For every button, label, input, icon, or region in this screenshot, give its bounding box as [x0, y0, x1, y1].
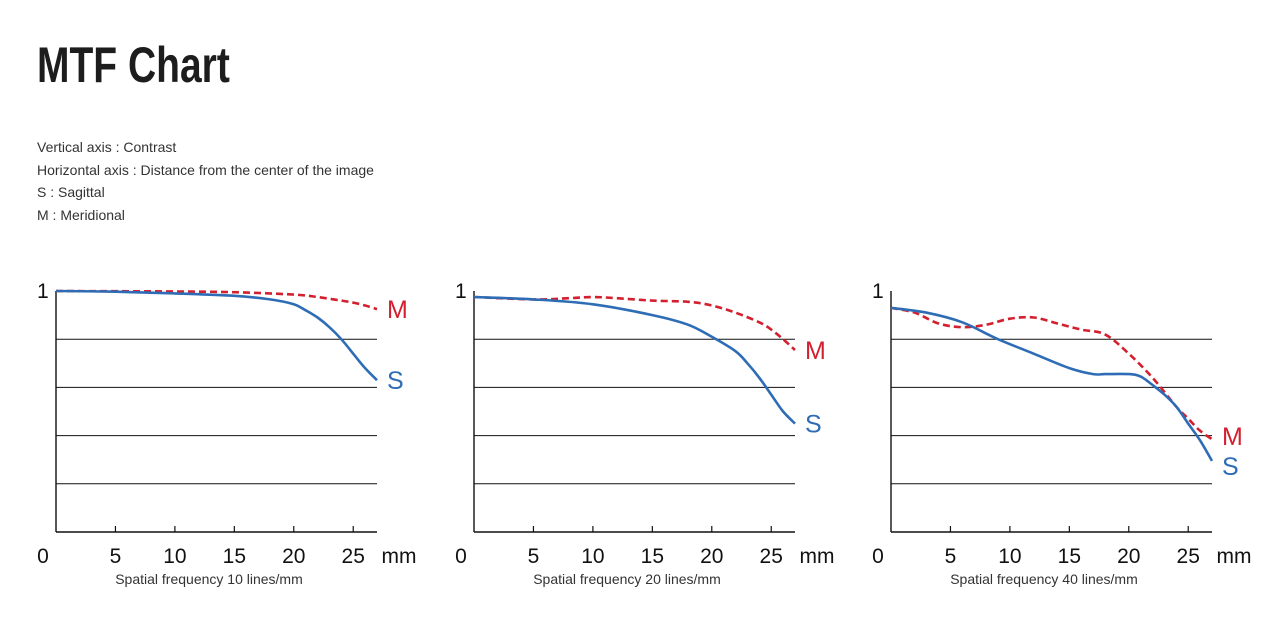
note-vertical-axis: Vertical axis : Contrast: [37, 139, 177, 155]
mtf-chart-10: 1 0 5 10 15 20 25 mm M S Spatial frequency 10 lin…: [34, 270, 444, 600]
series-line-m: [890, 306, 1213, 441]
series-label-m: M: [1222, 423, 1243, 451]
x-tick-label: 25: [1177, 545, 1200, 568]
x-tick-label: 10: [998, 545, 1021, 568]
x-unit-label: mm: [800, 545, 835, 568]
x-tick-label: 5: [528, 545, 540, 568]
x-tick-label: 10: [581, 545, 604, 568]
series-label-s: S: [805, 411, 822, 439]
x-tick-label: 25: [760, 545, 783, 568]
series-line-s: [55, 289, 378, 382]
x-tick-label: 0: [37, 545, 49, 568]
chart-caption: Spatial frequency 40 lines/mm: [950, 571, 1138, 587]
note-horizontal-axis: Horizontal axis : Distance from the cent…: [37, 161, 374, 178]
x-tick-label: 20: [1117, 545, 1140, 568]
x-unit-label: mm: [1217, 545, 1252, 568]
x-tick-label: 20: [282, 545, 305, 568]
x-tick-label: 15: [223, 545, 246, 568]
chart-caption: Spatial frequency 10 lines/mm: [115, 571, 303, 587]
mtf-chart-20: 1 0 5 10 15 20 25 mm M S Spatial frequency 20 lin…: [452, 270, 862, 600]
x-tick-label: 25: [342, 545, 365, 568]
axis-notes: Vertical axis : Contrast Horizontal axis…: [37, 136, 374, 227]
x-tick-label: 0: [455, 545, 467, 568]
y-axis-top-label: 1: [37, 280, 49, 303]
page-title: MTF Chart: [37, 37, 230, 93]
note-sagittal: S : Sagittal: [37, 184, 105, 201]
mtf-chart-40: 1 0 5 10 15 20 25 mm M S Spatial frequency 40 lin…: [869, 270, 1279, 600]
x-unit-label: mm: [382, 545, 417, 568]
chart-caption: Spatial frequency 20 lines/mm: [533, 571, 721, 587]
x-tick-label: 15: [641, 545, 664, 568]
x-tick-label: 15: [1058, 545, 1081, 568]
note-meridional: M : Meridional: [37, 207, 125, 224]
x-tick-label: 10: [163, 545, 186, 568]
series-label-s: S: [1222, 453, 1239, 481]
y-axis-top-label: 1: [455, 280, 467, 303]
series-line-m: [473, 295, 796, 351]
x-tick-label: 20: [700, 545, 723, 568]
y-axis-top-label: 1: [872, 280, 884, 303]
series-line-s: [890, 306, 1214, 462]
series-label-m: M: [387, 296, 408, 324]
series-label-m: M: [805, 337, 826, 365]
x-tick-label: 5: [110, 545, 122, 568]
series-line-s: [473, 295, 796, 425]
x-tick-label: 0: [872, 545, 884, 568]
x-tick-label: 5: [945, 545, 957, 568]
series-label-s: S: [387, 367, 404, 395]
